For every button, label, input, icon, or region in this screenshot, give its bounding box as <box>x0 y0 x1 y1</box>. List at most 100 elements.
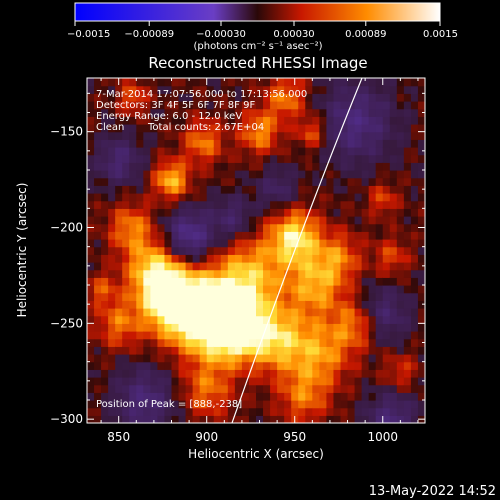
heatmap-cell <box>256 108 264 117</box>
heatmap-cell <box>319 93 328 102</box>
heatmap-cell <box>171 177 180 186</box>
heatmap-cell <box>319 315 328 324</box>
heatmap-cell <box>157 185 166 194</box>
heatmap-cell <box>347 185 356 194</box>
heatmap-cell <box>396 239 405 248</box>
heatmap-cell <box>347 147 356 156</box>
heatmap-cell <box>213 292 222 301</box>
heatmap-cell <box>171 354 180 363</box>
heatmap-cell <box>108 377 116 386</box>
heatmap-cell <box>361 369 370 378</box>
heatmap-cell <box>340 323 349 332</box>
heatmap-cell <box>256 361 264 370</box>
heatmap-cell <box>396 354 405 363</box>
heatmap-cell <box>178 185 187 194</box>
heatmap-cell <box>375 131 384 140</box>
heatmap-cell <box>326 139 335 148</box>
heatmap-cell <box>157 323 166 332</box>
heatmap-cell <box>136 93 144 102</box>
heatmap-cell <box>305 170 313 179</box>
heatmap-cell <box>178 338 187 347</box>
heatmap-cell <box>277 216 285 225</box>
heatmap-cell <box>256 101 264 110</box>
heatmap-cell <box>171 392 180 401</box>
heatmap-cell <box>291 154 299 163</box>
heatmap-cell <box>143 254 151 263</box>
heatmap-cell <box>199 384 208 393</box>
heatmap-cell <box>101 354 109 363</box>
heatmap-cell <box>150 292 159 301</box>
heatmap-cell <box>234 216 243 225</box>
heatmap-cell <box>375 193 384 202</box>
heatmap-cell <box>227 223 236 232</box>
heatmap-cell <box>213 124 222 133</box>
heatmap-cell <box>206 177 215 186</box>
heatmap-cell <box>164 277 173 286</box>
heatmap-cell <box>417 338 425 347</box>
heatmap-cell <box>192 208 201 217</box>
heatmap-cell <box>101 124 109 133</box>
heatmap-cell <box>256 262 264 271</box>
heatmap-cell <box>199 131 208 140</box>
heatmap-cell <box>164 292 173 301</box>
heatmap-cell <box>122 285 130 294</box>
heatmap-cell <box>122 407 130 416</box>
heatmap-cell <box>298 101 306 110</box>
heatmap-cell <box>347 331 356 340</box>
heatmap-cell <box>157 147 166 156</box>
heatmap-cell <box>199 315 208 324</box>
heatmap-cell <box>185 285 194 294</box>
heatmap-cell <box>220 116 229 125</box>
heatmap-cell <box>192 415 201 423</box>
heatmap-cell <box>354 323 363 332</box>
heatmap-cell <box>305 285 313 294</box>
heatmap-cell <box>375 331 384 340</box>
heatmap-cell <box>326 131 335 140</box>
heatmap-cell <box>108 246 116 255</box>
heatmap-cell <box>220 384 229 393</box>
heatmap-cell <box>270 193 278 202</box>
heatmap-cell <box>101 170 109 179</box>
heatmap-cell <box>347 85 356 94</box>
heatmap-cell <box>263 377 271 386</box>
heatmap-cell <box>396 400 405 409</box>
heatmap-cell <box>248 292 257 301</box>
heatmap-cell <box>234 384 243 393</box>
heatmap-cell <box>361 315 370 324</box>
heatmap-cell <box>333 154 342 163</box>
heatmap-cell <box>326 346 335 355</box>
heatmap-cell <box>185 262 194 271</box>
heatmap-cell <box>347 216 356 225</box>
heatmap-cell <box>87 323 95 332</box>
heatmap-cell <box>220 200 229 209</box>
heatmap-cell <box>312 170 320 179</box>
heatmap-cell <box>227 369 236 378</box>
heatmap-cell <box>291 354 299 363</box>
heatmap-cell <box>213 231 222 240</box>
colorbar-tick-label: 0.0015 <box>423 29 458 40</box>
heatmap-cell <box>361 415 370 423</box>
heatmap-cell <box>213 101 222 110</box>
heatmap-cell <box>375 108 384 117</box>
heatmap-cell <box>136 369 144 378</box>
heatmap-cell <box>220 246 229 255</box>
heatmap-cell <box>347 239 356 248</box>
heatmap-cell <box>396 277 405 286</box>
heatmap-cell <box>319 116 328 125</box>
heatmap-cell <box>192 361 201 370</box>
heatmap-cell <box>256 269 264 278</box>
heatmap-cell <box>241 162 250 171</box>
heatmap-cell <box>206 285 215 294</box>
heatmap-cell <box>171 246 180 255</box>
heatmap-cell <box>108 415 116 423</box>
heatmap-cell <box>361 93 370 102</box>
heatmap-cell <box>108 323 116 332</box>
heatmap-cell <box>305 162 313 171</box>
heatmap-cell <box>206 346 215 355</box>
heatmap-cell <box>340 93 349 102</box>
heatmap-cell <box>326 193 335 202</box>
heatmap-cell <box>101 108 109 117</box>
heatmap-cell <box>192 139 201 148</box>
heatmap-cell <box>192 101 201 110</box>
heatmap-cell <box>192 239 201 248</box>
